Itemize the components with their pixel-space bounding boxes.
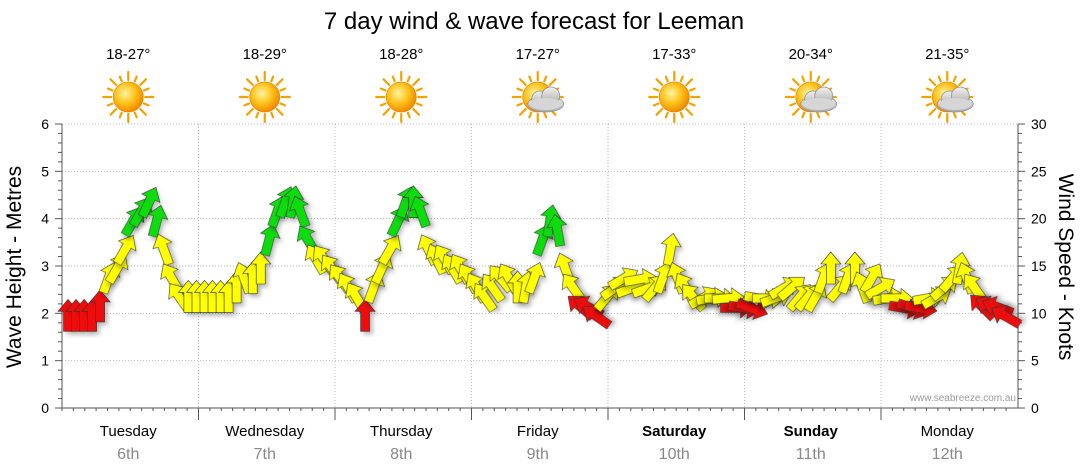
- day-label: Thursday: [370, 423, 433, 440]
- day-label: Wednesday: [225, 423, 304, 440]
- sun-icon: [102, 70, 155, 124]
- sun-icon: [648, 70, 701, 124]
- temperature-range: 18-28°: [379, 46, 423, 63]
- partly-cloudy-icon: [511, 70, 565, 124]
- right-axis-title: Wind Speed - Knots: [1054, 174, 1077, 361]
- wind-arrow: [112, 235, 137, 266]
- left-tick-label: 4: [41, 211, 49, 227]
- left-axis-title: Wave Height - Metres: [3, 166, 26, 368]
- right-tick-label: 15: [1031, 258, 1047, 274]
- wind-arrow: [89, 289, 111, 323]
- partly-cloudy-icon: [921, 70, 974, 124]
- left-tick-label: 0: [41, 400, 49, 416]
- right-tick-label: 30: [1031, 116, 1047, 132]
- wind-arrow: [409, 195, 431, 229]
- chart-title: 7 day wind & wave forecast for Leeman: [324, 8, 744, 35]
- wind-arrow: [820, 251, 842, 285]
- wind-arrow: [660, 232, 682, 267]
- wind-arrow: [250, 251, 272, 285]
- left-tick-label: 6: [41, 116, 49, 132]
- wind-arrow: [137, 186, 161, 219]
- sun-icon: [238, 70, 291, 124]
- wind-arrow: [288, 195, 311, 229]
- wind-arrow: [377, 235, 402, 266]
- wind-arrow: [147, 204, 169, 238]
- wind-arrow: [259, 223, 281, 257]
- wind-arrow: [546, 213, 568, 248]
- partly-cloudy-icon: [784, 70, 838, 124]
- watermark: www.seabreeze.com.au: [909, 393, 1016, 404]
- temperature-range: 17-33°: [652, 46, 696, 63]
- temperature-range: 20-34°: [789, 46, 833, 63]
- date-label: 6th: [117, 446, 139, 463]
- temperature-range: 21-35°: [925, 46, 969, 63]
- day-label: Saturday: [642, 423, 707, 440]
- day-label: Monday: [921, 423, 975, 440]
- sun-icon: [375, 70, 428, 124]
- date-label: 12th: [932, 446, 963, 463]
- right-tick-label: 25: [1031, 163, 1047, 179]
- right-tick-label: 10: [1031, 305, 1047, 321]
- date-label: 8th: [390, 446, 412, 463]
- wind-arrow: [991, 305, 1023, 329]
- day-label: Sunday: [784, 423, 839, 440]
- left-tick-label: 2: [41, 305, 49, 321]
- temperature-range: 17-27°: [516, 46, 560, 63]
- date-label: 11th: [796, 446, 826, 463]
- wind-arrow: [354, 298, 376, 332]
- date-label: 9th: [527, 446, 549, 463]
- left-tick-label: 1: [41, 353, 49, 369]
- temperature-range: 18-29°: [243, 46, 287, 63]
- left-tick-label: 5: [41, 163, 49, 179]
- wind-arrow: [524, 262, 546, 295]
- date-label: 7th: [254, 446, 276, 463]
- day-label: Friday: [517, 423, 559, 440]
- right-tick-label: 20: [1031, 211, 1047, 227]
- day-label: Tuesday: [100, 423, 157, 440]
- left-tick-label: 3: [41, 258, 49, 274]
- right-tick-label: 0: [1031, 400, 1039, 416]
- wind-arrow: [152, 233, 174, 267]
- temperature-range: 18-27°: [106, 46, 150, 63]
- right-tick-label: 5: [1031, 353, 1039, 369]
- date-label: 10th: [659, 446, 690, 463]
